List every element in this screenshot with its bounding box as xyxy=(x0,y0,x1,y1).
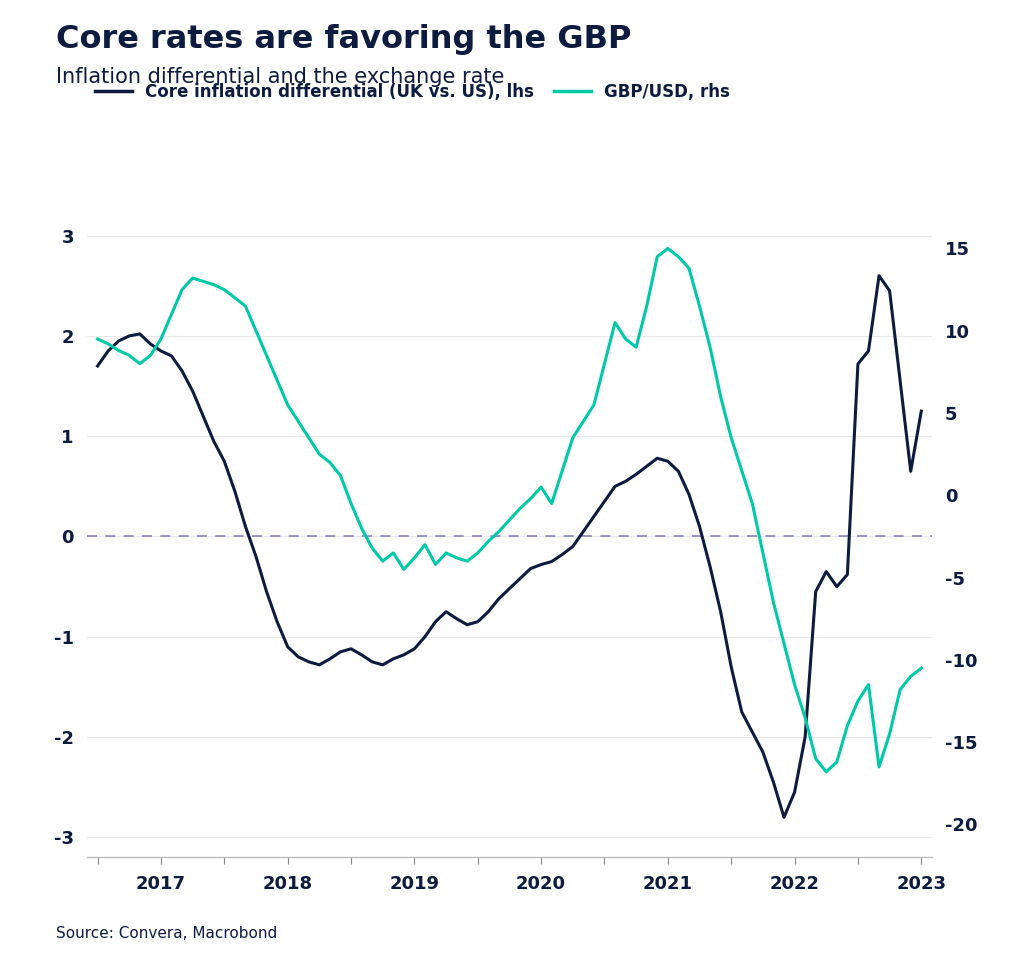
Legend: Core inflation differential (UK vs. US), lhs, GBP/USD, rhs: Core inflation differential (UK vs. US),… xyxy=(95,82,730,101)
Text: Source: Convera, Macrobond: Source: Convera, Macrobond xyxy=(56,925,278,941)
Text: Inflation differential and the exchange rate: Inflation differential and the exchange … xyxy=(56,67,505,87)
Text: Core rates are favoring the GBP: Core rates are favoring the GBP xyxy=(56,24,632,55)
